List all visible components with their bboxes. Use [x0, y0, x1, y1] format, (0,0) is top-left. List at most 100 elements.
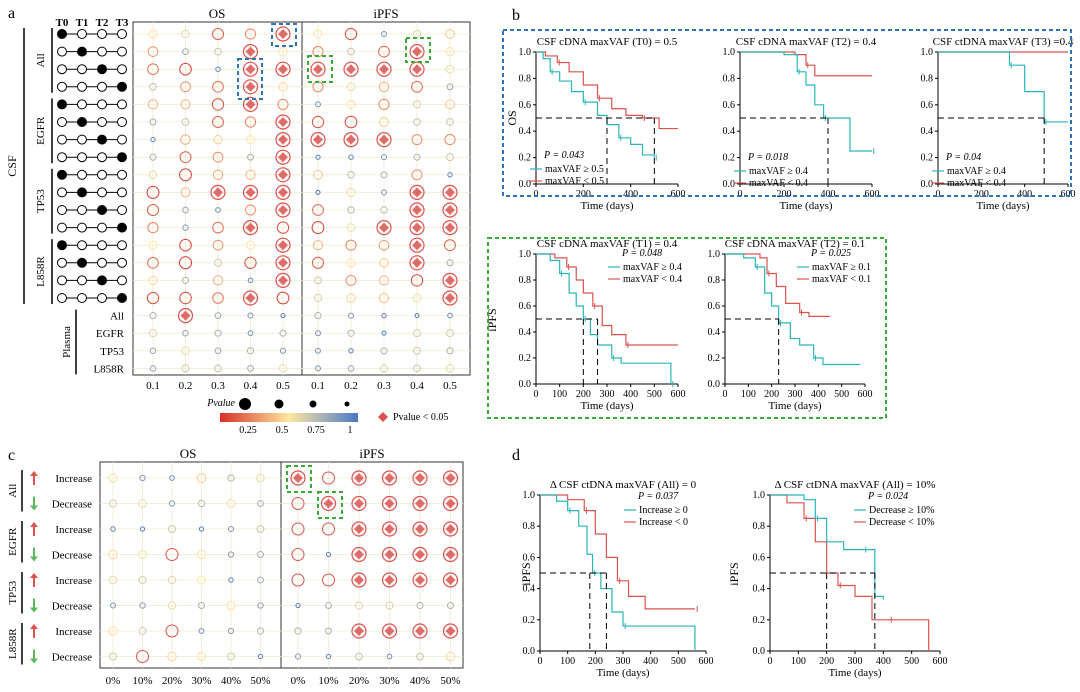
km-x-label: Time (days): [580, 400, 633, 412]
sig-diamond: [445, 275, 455, 286]
km-y-tick-label: 0.0: [708, 379, 721, 390]
sig-diamond: [245, 81, 256, 92]
bubble-circle: [226, 499, 236, 508]
bubble-circle: [182, 48, 189, 55]
km-y-tick-label: 0.6: [523, 552, 536, 563]
bubble-circle: [409, 237, 425, 253]
bubble-circle: [148, 170, 158, 180]
timepoint-dot: [117, 117, 127, 127]
bubble-circle: [212, 239, 224, 251]
timepoint-dot: [57, 99, 67, 110]
bubble-circle: [138, 575, 147, 585]
km-x-label: Time (days): [779, 200, 832, 212]
bubble-circle: [412, 572, 428, 588]
bubble-circle: [247, 365, 254, 372]
bubble-circle: [446, 83, 454, 91]
km-pvalue: P = 0.04: [945, 152, 981, 163]
timepoint-dot: [57, 152, 67, 163]
bubble-circle: [165, 548, 179, 561]
x-tick-label: 0.2: [179, 380, 193, 392]
bubble-circle: [147, 256, 159, 269]
bubble-circle: [108, 473, 118, 483]
sig-diamond: [412, 257, 422, 268]
bubble-circle: [181, 346, 190, 356]
bubble-circle: [411, 134, 423, 146]
x-tick-label: 0.1: [146, 380, 160, 392]
km-curve-low: [740, 51, 872, 77]
x-tick-label: 0.3: [211, 380, 225, 392]
sig-diamond: [278, 169, 288, 180]
km-curve-low: [540, 494, 695, 610]
bubble-circle: [139, 526, 146, 532]
timepoint-dot: [97, 46, 107, 57]
bubble-circle: [409, 255, 425, 271]
plasma-row-label: TP53: [100, 346, 124, 358]
bubble-circle: [198, 628, 205, 634]
sig-diamond: [445, 222, 455, 233]
bubble-circle: [227, 474, 235, 482]
bubble-circle: [227, 652, 235, 661]
km-y-tick-label: 0.2: [921, 153, 934, 164]
bubble-circle: [442, 290, 458, 306]
sig-diamond: [384, 498, 395, 509]
bubble-circle: [376, 220, 392, 236]
bubble-circle: [385, 601, 394, 610]
bubble-circle: [347, 47, 355, 56]
bubble-circle: [379, 293, 389, 303]
timepoint-dot: [57, 81, 67, 92]
bubble-circle: [410, 274, 424, 287]
timepoint-dot: [97, 205, 107, 215]
sig-diamond: [445, 205, 455, 215]
bubble-circle: [168, 500, 176, 507]
bubble-circle: [278, 47, 288, 57]
bubble-circle: [213, 258, 223, 267]
km-x-tick-label: 0: [936, 189, 941, 200]
bubble-circle: [275, 167, 291, 183]
bubble-circle: [214, 47, 222, 56]
km-x-tick-label: 500: [647, 389, 662, 400]
bubble-circle: [228, 577, 234, 583]
bubble-circle: [413, 118, 421, 126]
bubble-circle: [315, 189, 321, 195]
panel-c-os-title: OS: [180, 446, 197, 461]
km-curve-low: [536, 51, 678, 130]
km-x-label: Time (days): [768, 400, 821, 412]
bubble-circle: [322, 522, 335, 536]
km-pvalue: P = 0.043: [543, 150, 584, 161]
decrease-arrow-head: [30, 658, 38, 664]
bubble-circle: [214, 312, 222, 320]
bubble-circle: [109, 602, 117, 609]
sig-diamond: [278, 187, 288, 198]
sig-diamond: [245, 293, 256, 303]
x-tick-label: 0.5: [443, 380, 457, 392]
x-tick-label: 40%: [410, 675, 430, 687]
legend-tick: 0.75: [307, 425, 325, 436]
km-curve-high: [540, 494, 696, 651]
bubble-circle: [294, 653, 302, 660]
sig-diamond: [445, 575, 456, 585]
timepoint-dot: [117, 275, 127, 286]
bubble-circle: [139, 602, 146, 609]
timepoint-dot: [117, 240, 127, 251]
timepoint-dot: [97, 64, 107, 75]
bubble-circle: [346, 82, 356, 92]
bubble-circle: [277, 98, 289, 110]
bubble-circle: [412, 329, 422, 338]
bubble-circle: [247, 277, 254, 284]
bubble-circle: [228, 526, 234, 532]
km-x-tick-label: 400: [623, 389, 638, 400]
bubble-circle: [310, 132, 326, 148]
highlight-box-green: [286, 465, 312, 493]
bubble-circle: [257, 576, 264, 584]
panel-a-ipfs-title: iPFS: [373, 6, 398, 21]
bubble-circle: [182, 206, 189, 214]
bubble-circle: [310, 61, 326, 77]
legend-size-dot: [344, 401, 350, 407]
sig-diamond: [415, 524, 425, 534]
km-curve-low: [725, 253, 830, 317]
km-legend-high: maxVAF ≥ 0.4: [749, 166, 808, 177]
bubble-circle: [376, 132, 392, 148]
bubble-circle: [213, 134, 223, 145]
bubble-circle: [247, 312, 254, 319]
bubble-circle: [446, 153, 454, 162]
